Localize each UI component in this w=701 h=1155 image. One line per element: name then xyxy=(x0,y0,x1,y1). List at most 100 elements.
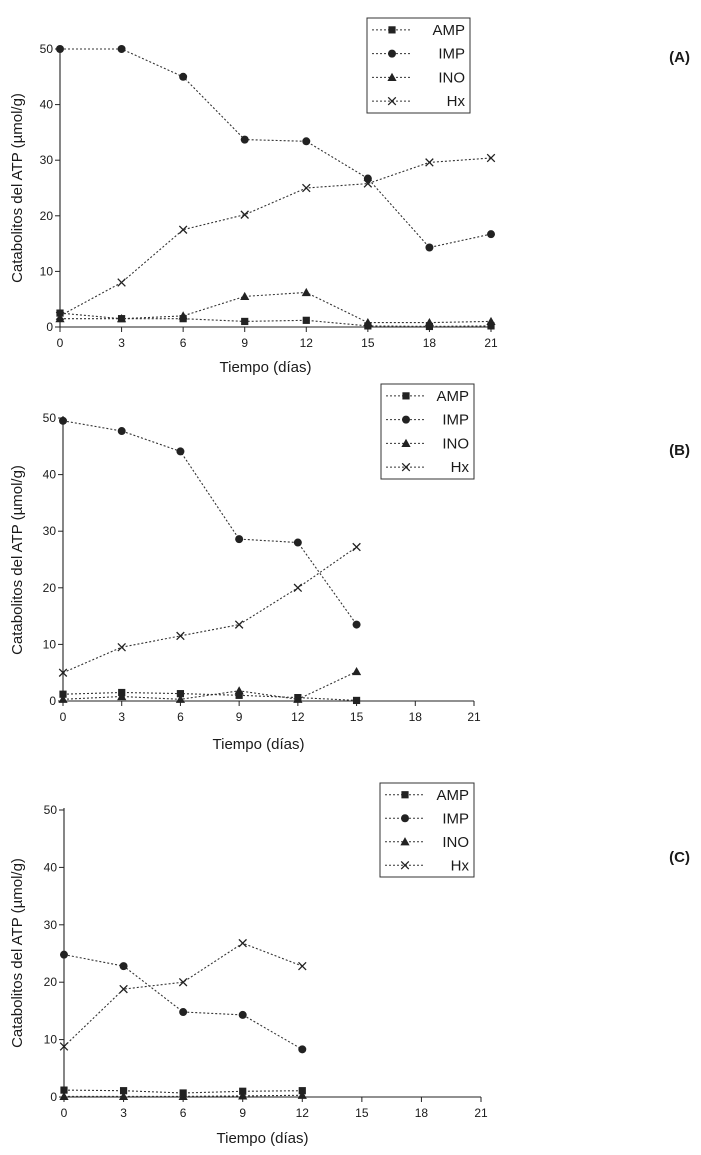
x-tick-label: 6 xyxy=(177,710,184,724)
data-point-hx xyxy=(298,961,307,971)
y-tick-label: 20 xyxy=(43,581,57,595)
legend-marker-imp xyxy=(388,49,396,58)
data-point-ino xyxy=(234,686,244,695)
data-point-ino xyxy=(297,1090,307,1099)
data-point-ino xyxy=(240,291,250,301)
series-imp xyxy=(60,950,307,1054)
x-tick-label: 21 xyxy=(474,1106,488,1120)
data-point-imp xyxy=(302,137,311,146)
data-point-ino xyxy=(117,691,127,701)
data-point-imp xyxy=(60,950,68,959)
data-point-ino xyxy=(178,1091,188,1101)
chart-panel-c: 0 10 20 30 40 50 0 3 6 9 12 15 18 21 Tiempo (días) Cata… xyxy=(9,782,690,1147)
data-point-ino xyxy=(118,1091,129,1101)
data-point-hx xyxy=(238,938,247,948)
legend-marker-ino xyxy=(400,837,410,846)
series-hx xyxy=(55,153,496,321)
y-tick-label: 50 xyxy=(43,411,57,425)
series-imp xyxy=(56,45,495,252)
data-point-ino xyxy=(424,317,435,327)
data-point-ino xyxy=(58,694,68,703)
legend-label-hx: Hx xyxy=(447,93,466,110)
x-tick-label: 21 xyxy=(467,710,481,724)
series-amp xyxy=(59,688,361,705)
legend-label-hx: Hx xyxy=(451,459,470,476)
data-point-amp xyxy=(302,316,310,324)
x-tick-label: 3 xyxy=(118,336,125,350)
data-point-hx xyxy=(178,225,188,234)
y-tick-label: 40 xyxy=(40,98,54,112)
data-point-ino xyxy=(59,1091,69,1101)
data-point-imp xyxy=(235,535,244,544)
y-tick-label: 10 xyxy=(44,1033,58,1047)
legend-label-amp: AMP xyxy=(432,22,465,39)
data-point-imp xyxy=(238,1010,247,1019)
data-point-hx xyxy=(425,158,434,167)
x-tick-label: 15 xyxy=(361,336,375,350)
data-point-ino xyxy=(363,317,373,327)
data-point-amp xyxy=(119,1087,128,1095)
series-line-amp xyxy=(62,691,357,701)
data-point-amp xyxy=(425,322,434,331)
legend: AMP IMP INO Hx xyxy=(366,17,471,114)
x-tick-label: 0 xyxy=(57,336,64,350)
data-point-ino xyxy=(351,666,362,676)
data-point-hx xyxy=(178,977,188,987)
data-point-ino xyxy=(175,694,186,703)
x-tick-label: 6 xyxy=(180,336,187,350)
data-point-amp xyxy=(60,1086,68,1094)
panel-label: (A) xyxy=(669,49,690,66)
data-point-hx xyxy=(59,1042,69,1051)
data-point-imp xyxy=(363,174,372,183)
data-point-imp xyxy=(117,45,126,53)
panel-label: (C) xyxy=(669,849,690,866)
series-line-hx xyxy=(63,942,303,1047)
legend-box xyxy=(366,17,471,114)
y-tick-label: 0 xyxy=(50,1090,57,1104)
x-tick-label: 15 xyxy=(355,1106,369,1120)
legend-label-imp: IMP xyxy=(442,412,469,429)
data-point-amp xyxy=(56,309,64,317)
legend-marker-hx xyxy=(400,860,410,870)
data-point-imp xyxy=(293,538,302,547)
y-axis-title: Catabolitos del ATP (µmol/g) xyxy=(9,93,26,283)
data-point-hx xyxy=(234,620,244,629)
series-line-imp xyxy=(63,954,303,1050)
x-tick-label: 12 xyxy=(296,1106,310,1120)
data-point-ino xyxy=(178,311,188,320)
data-point-imp xyxy=(179,1008,188,1017)
x-tick-label: 6 xyxy=(180,1106,187,1120)
x-tick-label: 21 xyxy=(484,336,498,350)
data-point-imp xyxy=(352,620,361,629)
x-axis-title: Tiempo (días) xyxy=(217,1130,309,1147)
series-line-imp xyxy=(62,420,358,625)
series-ino xyxy=(55,287,496,327)
y-tick-label: 10 xyxy=(40,264,54,278)
data-point-imp xyxy=(487,230,495,239)
series-ino xyxy=(59,1090,307,1101)
x-tick-label: 3 xyxy=(120,1106,127,1120)
x-tick-label: 0 xyxy=(61,1106,68,1120)
legend-marker-amp xyxy=(401,791,409,799)
legend-marker-ino xyxy=(401,438,411,447)
series-line-amp xyxy=(59,312,492,327)
legend-label-imp: IMP xyxy=(438,46,465,63)
data-point-imp xyxy=(56,45,64,53)
data-point-ino xyxy=(486,316,496,326)
data-point-imp xyxy=(176,447,185,456)
x-axis-title: Tiempo (días) xyxy=(213,736,305,753)
legend-label-ino: INO xyxy=(438,69,465,86)
data-point-amp xyxy=(176,690,185,698)
x-tick-label: 18 xyxy=(409,710,423,724)
data-point-imp xyxy=(240,135,249,144)
data-point-amp xyxy=(352,696,361,705)
data-point-hx xyxy=(117,642,126,652)
data-point-imp xyxy=(59,416,67,425)
data-point-ino xyxy=(116,314,127,323)
series-hx xyxy=(58,542,361,677)
series-line-ino xyxy=(62,671,357,700)
data-point-ino xyxy=(293,694,303,703)
legend-marker-imp xyxy=(402,415,410,424)
y-tick-label: 50 xyxy=(40,42,54,56)
legend-box xyxy=(380,383,475,480)
